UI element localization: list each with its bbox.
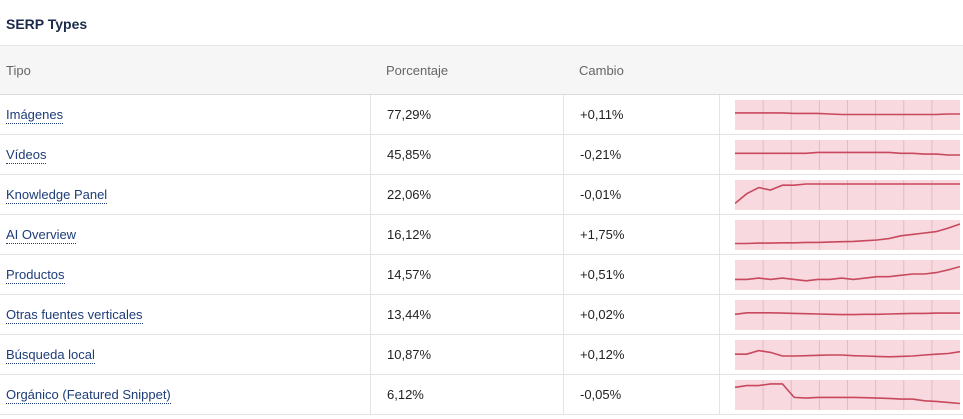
trend-sparkline[interactable] — [735, 140, 960, 170]
cell-porcentaje: 10,87% — [370, 335, 563, 374]
trend-sparkline[interactable] — [735, 100, 960, 130]
trend-sparkline[interactable] — [735, 220, 960, 250]
table-header: Tipo Porcentaje Cambio — [0, 46, 963, 95]
table-row: Vídeos 45,85% -0,21% — [0, 135, 963, 175]
cell-tipo: Orgánico (Featured Snippet) — [0, 375, 370, 414]
cell-trend — [719, 95, 963, 134]
trend-sparkline[interactable] — [735, 300, 960, 330]
cell-trend — [719, 175, 963, 214]
cell-porcentaje: 13,44% — [370, 295, 563, 334]
table-row: Orgánico (Featured Snippet) 6,12% -0,05% — [0, 375, 963, 415]
panel-title: SERP Types — [0, 0, 963, 46]
sparkline-line — [735, 223, 960, 245]
cell-tipo: Productos — [0, 255, 370, 294]
cell-cambio: -0,05% — [563, 375, 719, 414]
cell-trend — [719, 375, 963, 414]
column-header-tipo[interactable]: Tipo — [6, 63, 31, 78]
table-row: AI Overview 16,12% +1,75% — [0, 215, 963, 255]
column-header-porcentaje[interactable]: Porcentaje — [386, 63, 449, 78]
sparkline-line — [735, 383, 960, 405]
cell-cambio: -0,21% — [563, 135, 719, 174]
table-row: Productos 14,57% +0,51% — [0, 255, 963, 295]
column-header-cambio[interactable]: Cambio — [579, 63, 624, 78]
cell-cambio: -0,01% — [563, 175, 719, 214]
cell-trend — [719, 335, 963, 374]
cell-trend — [719, 135, 963, 174]
cell-porcentaje: 16,12% — [370, 215, 563, 254]
trend-sparkline[interactable] — [735, 260, 960, 290]
cell-porcentaje: 22,06% — [370, 175, 563, 214]
table-row: Imágenes 77,29% +0,11% — [0, 95, 963, 135]
cell-trend — [719, 215, 963, 254]
serp-type-link[interactable]: Vídeos — [6, 147, 47, 164]
cell-porcentaje: 45,85% — [370, 135, 563, 174]
cell-cambio: +0,51% — [563, 255, 719, 294]
cell-trend — [719, 255, 963, 294]
serp-type-link[interactable]: Búsqueda local — [6, 347, 95, 364]
cell-tipo: AI Overview — [0, 215, 370, 254]
serp-type-link[interactable]: AI Overview — [6, 227, 77, 244]
trend-sparkline[interactable] — [735, 380, 960, 410]
cell-cambio: +1,75% — [563, 215, 719, 254]
cell-tipo: Vídeos — [0, 135, 370, 174]
sparkline-line — [735, 265, 960, 282]
serp-type-link[interactable]: Imágenes — [6, 107, 64, 124]
cell-tipo: Knowledge Panel — [0, 175, 370, 214]
trend-sparkline[interactable] — [735, 340, 960, 370]
cell-tipo: Imágenes — [0, 95, 370, 134]
cell-tipo: Búsqueda local — [0, 335, 370, 374]
table-row: Búsqueda local 10,87% +0,12% — [0, 335, 963, 375]
sparkline-line — [735, 183, 960, 205]
cell-porcentaje: 77,29% — [370, 95, 563, 134]
serp-type-link[interactable]: Knowledge Panel — [6, 187, 108, 204]
table-body: Imágenes 77,29% +0,11% Vídeos 45,85% -0,21% Kn… — [0, 95, 963, 415]
serp-type-link[interactable]: Orgánico (Featured Snippet) — [6, 387, 171, 404]
sparkline-line — [735, 312, 960, 316]
cell-tipo: Otras fuentes verticales — [0, 295, 370, 334]
serp-type-link[interactable]: Productos — [6, 267, 65, 284]
sparkline-line — [735, 151, 960, 156]
sparkline-line — [735, 349, 960, 358]
cell-porcentaje: 14,57% — [370, 255, 563, 294]
cell-cambio: +0,11% — [563, 95, 719, 134]
cell-cambio: +0,02% — [563, 295, 719, 334]
trend-sparkline[interactable] — [735, 180, 960, 210]
cell-trend — [719, 295, 963, 334]
cell-cambio: +0,12% — [563, 335, 719, 374]
table-row: Otras fuentes verticales 13,44% +0,02% — [0, 295, 963, 335]
serp-type-link[interactable]: Otras fuentes verticales — [6, 307, 143, 324]
sparkline-line — [735, 112, 960, 116]
cell-porcentaje: 6,12% — [370, 375, 563, 414]
table-row: Knowledge Panel 22,06% -0,01% — [0, 175, 963, 215]
